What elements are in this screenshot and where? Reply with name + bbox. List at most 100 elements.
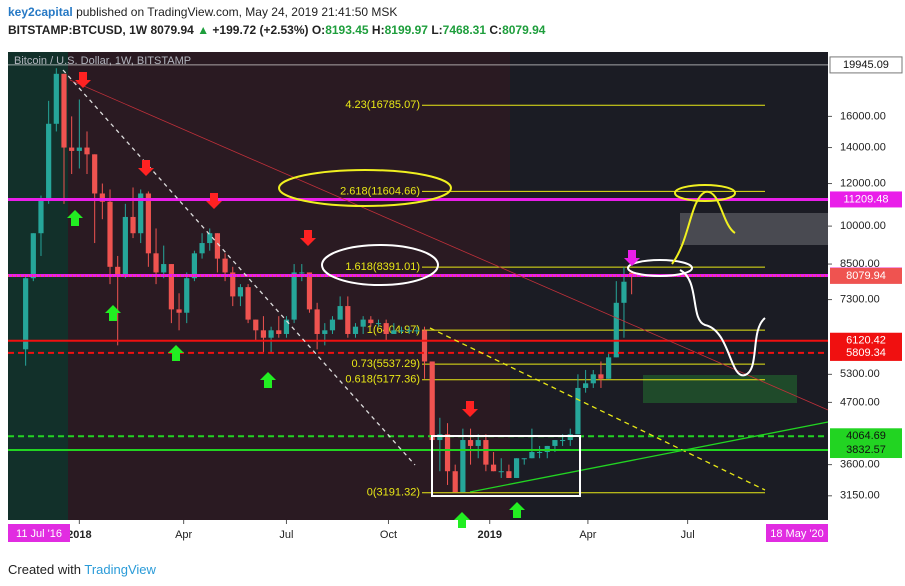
zone-box [643,375,797,403]
candle-body [207,233,213,244]
candle-body [184,278,190,313]
candle-body [107,201,113,267]
open: 8193.45 [325,23,369,37]
price-label: 8079.94 [846,270,886,282]
candle-body [490,464,497,472]
scribble [671,190,736,265]
candle-body [76,147,82,151]
candle-body [61,73,67,148]
candle-body [38,199,44,234]
candle-body [122,216,128,276]
candle-body [276,330,282,334]
y-tick-label: 4700.00 [840,396,880,408]
candle-body [253,319,259,331]
y-tick-label: 10000.00 [840,220,886,232]
trendline [62,69,416,466]
last-price: 8079.94 [150,23,194,37]
candle-body [521,458,527,460]
c-label: C: [489,23,503,37]
range-label-bg [8,524,70,542]
brand[interactable]: TradingView [84,562,156,577]
y-tick-label: 3600.00 [840,459,880,471]
zone [8,52,68,520]
arrow-down [138,160,154,176]
price-label-bg [830,344,902,361]
arrow-down [624,250,640,266]
candle-body [421,330,428,362]
candle-body [99,193,105,202]
trendline [69,79,829,411]
footer-text: Created with [8,562,81,577]
candle-body [544,445,550,453]
candle-body [291,272,297,320]
candle-body [268,330,274,338]
symbol: BITSTAMP:BTCUSD, 1W [8,23,148,37]
low: 7468.31 [442,23,487,37]
x-tick-label: Jul [681,529,695,541]
candle-body [598,374,604,379]
y-tick-label: 14000.00 [840,141,886,153]
box [431,435,581,497]
x-tick-label: Apr [175,529,192,541]
candle-body [575,387,581,435]
y-tick-label: 12000.00 [840,177,886,189]
change: +199.72 (+2.53%) [212,23,309,37]
candle-body [84,147,90,155]
fib-label: 4.23(16785.07) [345,99,420,111]
candle-body [467,440,474,446]
candle-body [314,309,320,334]
trendline [429,327,766,491]
candle-body [406,330,412,332]
candle-body [145,193,151,254]
candle-body [337,306,343,320]
author[interactable]: key2capital [8,5,73,19]
arrow-down [206,193,222,209]
candle-body [529,452,535,459]
candle-body [299,272,305,274]
candle-body [375,323,382,325]
candle-body [329,319,336,331]
circle [674,184,736,202]
candle-body [613,302,619,358]
candle-body [506,471,512,478]
circle [278,169,452,207]
candle-body [199,243,205,254]
arrow-down [300,230,316,246]
arrow-up [454,512,470,528]
price-axis [828,52,905,546]
candle-body [513,458,520,478]
candle-body [30,233,36,279]
zone [68,52,510,520]
fib-label: 0.73(5537.29) [352,358,421,370]
candle-body [92,154,98,194]
price-label: 5809.34 [846,347,886,359]
candle-body [398,330,405,332]
published: published on TradingView.com, May 24, 20… [76,5,398,19]
candle-body [368,319,374,324]
y-tick-label: 3150.00 [840,490,880,502]
price-label-bg [829,56,903,74]
candle-body [498,471,504,473]
fib-label: 0(3191.32) [367,487,420,499]
candle-body [429,361,435,441]
candle-body [230,272,236,297]
arrow-up [105,305,121,321]
candle-body [444,434,451,472]
candle-body [130,216,136,234]
price-label: 11209.48 [843,193,888,205]
y-tick-label: 7300.00 [840,293,880,305]
price-label: 4064.69 [846,430,886,442]
candle-body [138,193,144,234]
x-tick-label: Apr [579,529,596,541]
candle-body [53,73,59,124]
candle-body [360,319,366,327]
x-tick-label: Jul [279,529,293,541]
price-label-bg [830,442,902,459]
candle-body [559,440,566,442]
candle-body [391,330,397,334]
candle-body [352,326,359,334]
h-label: H: [371,23,385,37]
scribble [679,269,766,377]
